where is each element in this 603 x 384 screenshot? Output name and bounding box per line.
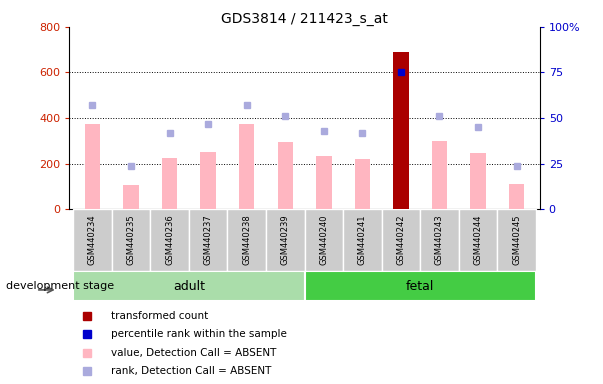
Bar (112, 209, 150, 271)
Bar (420, 209, 459, 271)
Bar (305, 271, 536, 301)
Bar (316, 156, 332, 209)
Bar (459, 209, 497, 271)
Bar (73, 209, 112, 271)
Text: GSM440243: GSM440243 (435, 214, 444, 265)
Bar (85, 124, 100, 209)
Text: GSM440234: GSM440234 (88, 214, 97, 265)
Text: GSM440236: GSM440236 (165, 214, 174, 265)
Bar (432, 141, 447, 209)
Bar (266, 209, 305, 271)
Text: rank, Detection Call = ABSENT: rank, Detection Call = ABSENT (111, 366, 271, 376)
Text: GSM440244: GSM440244 (473, 214, 482, 265)
Bar (73, 271, 305, 301)
Bar (189, 209, 227, 271)
Text: GSM440239: GSM440239 (281, 214, 289, 265)
Bar (393, 52, 409, 209)
Bar (305, 209, 343, 271)
Text: transformed count: transformed count (111, 311, 208, 321)
Text: GSM440235: GSM440235 (127, 214, 136, 265)
Bar (343, 209, 382, 271)
Text: GSM440245: GSM440245 (512, 214, 521, 265)
Bar (150, 209, 189, 271)
Bar (470, 154, 485, 209)
Bar (382, 209, 420, 271)
Text: adult: adult (173, 280, 205, 293)
Bar (355, 159, 370, 209)
Bar (239, 124, 254, 209)
Text: development stage: development stage (6, 281, 114, 291)
Text: GSM440241: GSM440241 (358, 214, 367, 265)
Bar (200, 152, 216, 209)
Text: value, Detection Call = ABSENT: value, Detection Call = ABSENT (111, 348, 276, 358)
Text: percentile rank within the sample: percentile rank within the sample (111, 329, 287, 339)
Title: GDS3814 / 211423_s_at: GDS3814 / 211423_s_at (221, 12, 388, 26)
Text: GSM440240: GSM440240 (320, 214, 328, 265)
Text: GSM440237: GSM440237 (204, 214, 213, 265)
Bar (277, 142, 293, 209)
Bar (227, 209, 266, 271)
Text: fetal: fetal (406, 280, 434, 293)
Bar (124, 185, 139, 209)
Text: GSM440238: GSM440238 (242, 214, 251, 265)
Bar (162, 158, 177, 209)
Text: GSM440242: GSM440242 (396, 214, 405, 265)
Bar (497, 209, 536, 271)
Bar (509, 184, 524, 209)
